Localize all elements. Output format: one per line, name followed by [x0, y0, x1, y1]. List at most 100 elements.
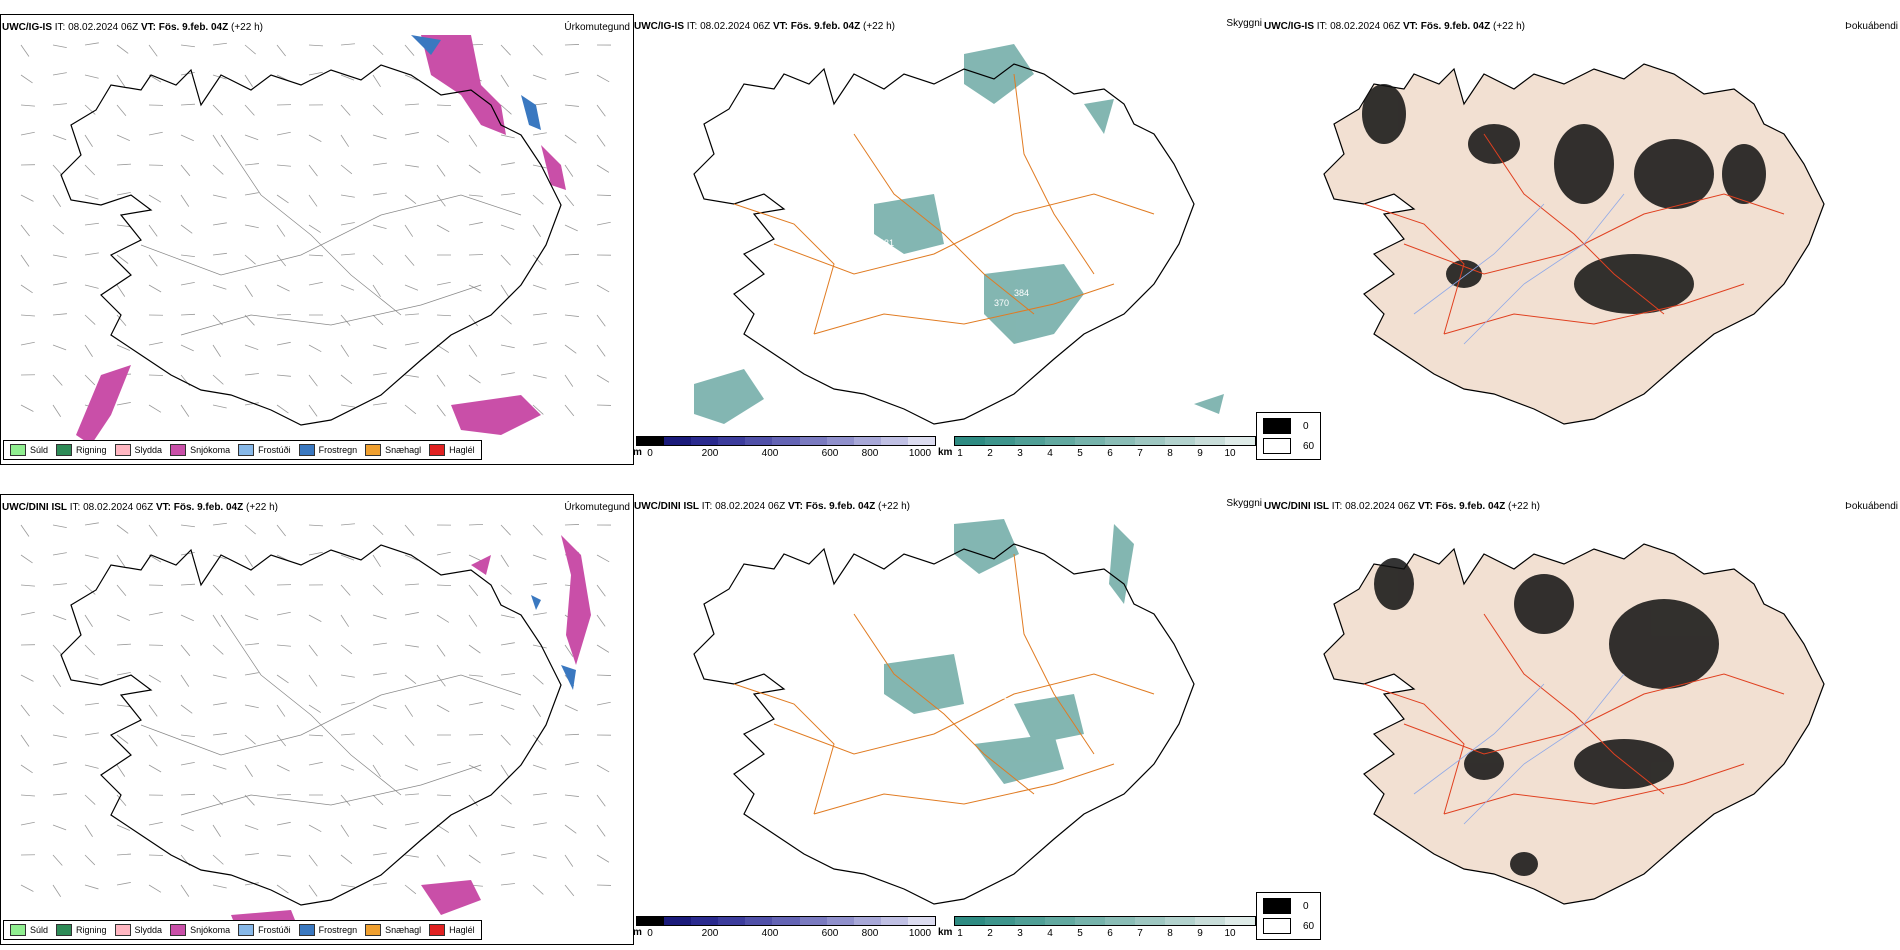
wind-barb	[20, 554, 33, 564]
elevation-colorbar-bar	[636, 916, 936, 926]
wind-barb	[116, 524, 129, 534]
fog-key-swatch	[1263, 438, 1291, 454]
visibility-colorbar-bar	[954, 436, 1256, 446]
wind-barb	[340, 554, 355, 561]
wind-barb	[180, 404, 190, 417]
wind-barb	[404, 284, 419, 291]
it-label: IT:	[1314, 21, 1331, 32]
wind-barb	[372, 224, 387, 230]
wind-barb	[20, 524, 30, 537]
wind-barb	[180, 583, 195, 586]
visibility-colorbar-ticks: 1 2 3 4 5 6 7 8 9 10	[954, 926, 1256, 940]
wind-barb	[116, 224, 131, 228]
wind-barb	[20, 764, 33, 774]
wind-barb	[468, 134, 478, 147]
panel-title: Þokuábendi	[1845, 501, 1898, 512]
wind-barb	[436, 614, 450, 623]
wind-barb	[404, 764, 419, 771]
wind-barb	[308, 614, 322, 622]
wind-barb	[436, 761, 451, 766]
tick-label: 800	[861, 448, 879, 459]
wind-barb	[596, 614, 606, 627]
wind-barb	[500, 704, 515, 710]
wind-barb	[372, 74, 381, 87]
fog-index-panel-bottom: UWC/DINI ISL IT: 08.02.2024 06Z VT: Fös.…	[1256, 494, 1900, 945]
wind-barb	[596, 584, 606, 597]
panel-title: Þokuábendi	[1845, 21, 1898, 32]
visibility-unit: km	[938, 447, 953, 458]
wind-barb	[532, 342, 547, 346]
wind-barb	[500, 284, 509, 297]
fog-key-label: 60	[1303, 440, 1315, 452]
legend-label: Frostregn	[318, 925, 358, 935]
wind-barb	[212, 824, 221, 837]
legend-label: Súld	[30, 925, 49, 935]
wind-barb	[148, 194, 162, 203]
elevation-label: 658	[974, 201, 989, 211]
wind-barb	[244, 704, 259, 709]
fog-key-row: 60	[1263, 916, 1314, 936]
wind-barb	[52, 374, 63, 386]
wind-barb	[276, 644, 291, 647]
iceland-coastline	[693, 63, 1195, 425]
wind-barb	[596, 764, 610, 773]
wind-barb	[244, 824, 259, 830]
tick-label: 3	[1017, 928, 1023, 939]
lead-time: (+22 h)	[243, 502, 278, 513]
wind-barb	[244, 672, 259, 676]
wind-barb	[52, 644, 63, 656]
wind-barb	[84, 522, 99, 526]
wind-barb	[276, 611, 291, 616]
wind-barb	[564, 374, 574, 387]
wind-barb	[436, 134, 450, 143]
wind-barb	[52, 404, 61, 417]
wind-barb	[84, 644, 96, 656]
precip-type-map	[20, 35, 612, 445]
fog-key-row: 60	[1263, 436, 1314, 456]
wind-barb	[436, 824, 450, 833]
wind-barb	[276, 404, 289, 414]
legend-label: Frostregn	[318, 445, 358, 455]
wind-barb	[532, 284, 547, 290]
wind-barb	[84, 614, 93, 627]
wind-barb	[500, 642, 515, 646]
wind-barb	[404, 612, 419, 616]
fog-key-label: 60	[1303, 920, 1315, 932]
legend-swatch	[365, 444, 382, 456]
wind-barb	[180, 614, 194, 622]
wind-barb	[148, 821, 163, 826]
wind-barb	[468, 644, 481, 654]
wind-barb	[372, 104, 384, 116]
wind-barb	[532, 644, 547, 649]
panel-title: Úrkomutegund	[564, 22, 630, 33]
wind-barb	[276, 341, 291, 346]
panel-header: UWC/DINI ISL IT: 08.02.2024 06Z VT: Fös.…	[2, 502, 278, 513]
wind-barb	[84, 674, 99, 680]
wind-barb	[404, 854, 419, 858]
wind-barb	[20, 314, 35, 317]
wind-barb	[84, 104, 96, 115]
wind-barb	[308, 854, 318, 867]
wind-barb	[52, 164, 63, 176]
tick-label: 3	[1017, 448, 1023, 459]
wind-barb	[20, 404, 34, 412]
wind-barb	[116, 794, 127, 806]
wind-barb	[404, 884, 417, 895]
wind-barb	[436, 644, 446, 657]
wind-barb	[244, 163, 259, 166]
wind-barb	[436, 794, 452, 797]
wind-barb	[500, 162, 515, 166]
fog-index-panel-top: UWC/IG-IS IT: 08.02.2024 06Z VT: Fös. 9.…	[1256, 14, 1900, 465]
legend-item: Snæhagl	[365, 924, 421, 936]
wind-barb	[564, 884, 575, 897]
wind-barb	[564, 824, 577, 834]
wind-barb	[436, 344, 450, 353]
wind-barb	[148, 854, 164, 856]
legend-swatch	[365, 924, 382, 936]
wind-barb	[212, 284, 227, 290]
wind-barb	[340, 134, 350, 147]
wind-barb	[532, 132, 547, 136]
wind-barb	[532, 822, 547, 826]
wind-barb	[468, 314, 479, 327]
wind-barb	[468, 284, 482, 292]
